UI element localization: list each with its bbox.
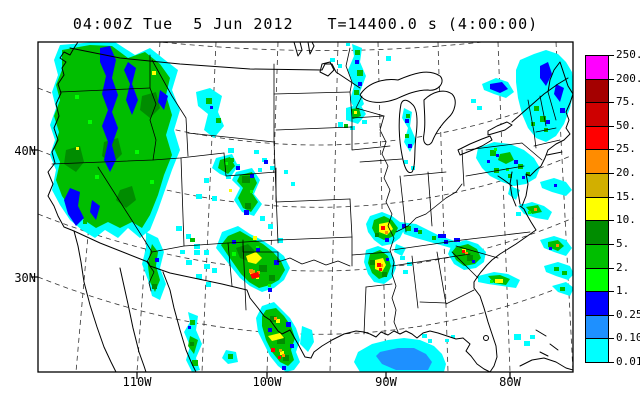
colorbar-tick (609, 314, 614, 316)
precip-band-yellow (76, 71, 503, 355)
colorbar-tick (609, 362, 614, 363)
lat-label-40n: 40N (14, 144, 36, 158)
colorbar-band-0.10 (585, 314, 609, 340)
lake-of-the-woods (319, 61, 335, 77)
colorbar-band-0.25 (585, 291, 609, 316)
coastline-gulf (310, 330, 464, 359)
st-lawrence-river (511, 77, 569, 123)
colorbar-tick (609, 243, 614, 245)
lon-label-90w: 90W (375, 375, 397, 389)
colorbar-label: 50. (616, 118, 636, 132)
colorbar-label: 250. (616, 48, 640, 61)
colorbar-band-20. (585, 149, 609, 175)
colorbar-band-5. (585, 220, 609, 245)
lat-label-30n: 30N (14, 271, 36, 285)
precip-band-brightgreen (75, 95, 531, 287)
map-lines-layer (47, 42, 573, 372)
lake-huron (423, 90, 456, 146)
coastline-florida (462, 275, 498, 372)
long-island (546, 151, 563, 156)
colorbar-label: 15. (616, 189, 636, 203)
colorbar-tick (609, 267, 614, 269)
colorbar-label: 25. (616, 142, 636, 156)
precip-band-mediumblue (376, 348, 432, 370)
colorbar-tick (609, 125, 614, 127)
colorbar-band-25. (585, 125, 609, 151)
colorbar-label: 10. (616, 213, 636, 227)
canada-lake-1 (293, 42, 303, 57)
lake-michigan (398, 99, 418, 174)
chesapeake-bay (509, 171, 517, 207)
coastline-cuba (519, 357, 573, 371)
colorbar-label: 5. (616, 236, 630, 250)
lake-superior (359, 71, 443, 103)
colorbar-band-15. (585, 173, 609, 198)
coastline-baja-inner (119, 267, 147, 372)
coastline-atlantic (477, 205, 537, 277)
coastline-delmarva (521, 169, 537, 207)
lon-label-80w: 80W (499, 375, 521, 389)
plot-title: 04:00Z Tue 5 Jun 2012 T=14400.0 s (4:00:… (38, 15, 573, 33)
title-datetime: 04:00Z Tue 5 Jun 2012 (72, 15, 294, 33)
colorbar-label: 20. (616, 166, 636, 180)
axis-ticks (31, 149, 511, 379)
border-maine-canada (547, 61, 573, 95)
lon-label-100w: 100W (252, 375, 282, 389)
coastline-baja-outer (73, 230, 117, 372)
colorbar-label: 0.01 (616, 355, 640, 368)
precip-band-red (250, 226, 465, 359)
colorbar-tick (609, 173, 614, 175)
colorbar-label: 0.25 (616, 307, 640, 321)
coastline-pacific (47, 42, 79, 232)
colorbar-tick (609, 291, 614, 293)
colorbar-label: 0.10 (616, 331, 640, 345)
colorbar-tick (609, 149, 614, 151)
colorbar-tick (609, 78, 614, 80)
title-elapsed-time: T=14400.0 s (4:00:00) (327, 15, 539, 33)
colorbar-band-50. (585, 102, 609, 127)
precip-band-gold (252, 270, 282, 352)
lake-okeechobee (483, 335, 489, 341)
potomac-river (497, 175, 513, 187)
colorbar-band-75. (585, 78, 609, 104)
lon-label-110w: 110W (122, 375, 152, 389)
coastline-gulf-california (162, 271, 197, 372)
colorbar-band-200. (585, 55, 609, 80)
map-frame (31, 41, 574, 379)
canada-lake-2 (307, 42, 315, 55)
colorbar-band-1. (585, 267, 609, 293)
precip-band-orange (249, 208, 559, 357)
lake-erie (457, 135, 493, 156)
state-borders-layer (51, 47, 561, 335)
colorbar-band-2. (585, 243, 609, 269)
colorbar-tick (609, 338, 614, 340)
coastline-northeast (535, 93, 573, 171)
colorbar-label: 1. (616, 284, 630, 298)
colorbar-tick (609, 196, 614, 198)
colorbar-legend: 250. 200. 75. 50. 25. 20. 15. 10. 5. 2. 1. 0.25 0.10… (585, 49, 640, 368)
colorbar-band-10. (585, 196, 609, 222)
colorbar-label: 75. (616, 95, 636, 109)
colorbar-label: 2. (616, 260, 630, 274)
colorbar-tick (609, 220, 614, 222)
colorbar-band-0.01 (585, 338, 609, 363)
lake-ontario (487, 121, 513, 136)
bahamas (535, 329, 559, 357)
colorbar-tick (609, 102, 614, 104)
colorbar-tick (609, 55, 614, 56)
colorbar-label: 200. (616, 71, 640, 85)
precipitation-layer (50, 42, 573, 372)
